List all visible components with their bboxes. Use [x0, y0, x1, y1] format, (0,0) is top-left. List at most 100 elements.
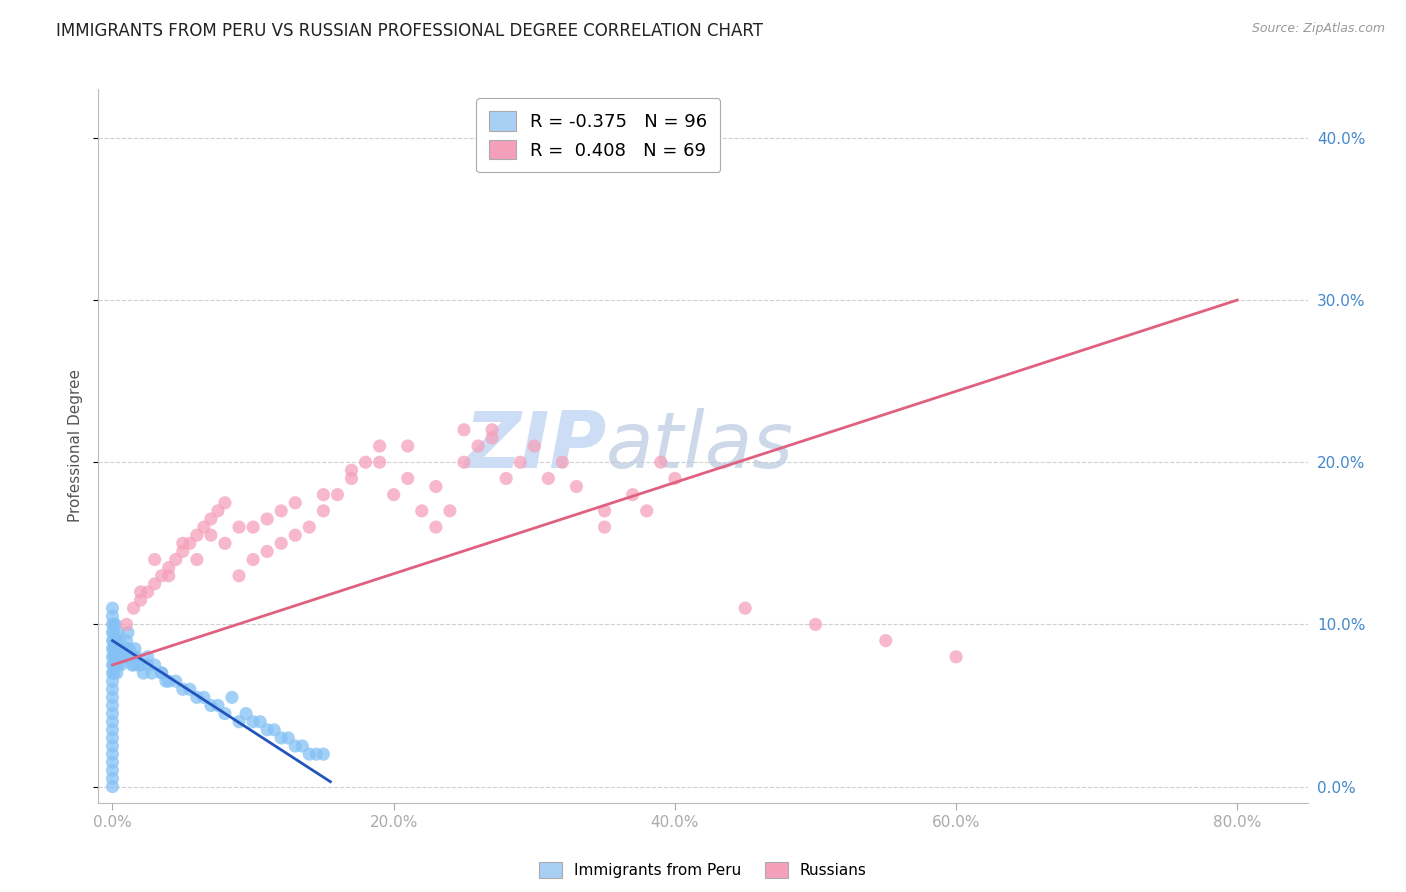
Point: [110, 657, 132, 672]
Point: [115, 641, 138, 656]
Point: [537, 471, 560, 485]
Point: [172, 682, 194, 697]
Point: [143, 577, 166, 591]
Point: [121, 657, 143, 672]
Point: [101, 625, 124, 640]
Point: [101, 617, 124, 632]
Point: [270, 731, 292, 745]
Point: [636, 504, 658, 518]
Point: [284, 496, 307, 510]
Point: [249, 714, 271, 729]
Point: [103, 649, 125, 664]
Point: [200, 698, 222, 713]
Point: [115, 633, 138, 648]
Point: [101, 772, 124, 786]
Point: [101, 649, 124, 664]
Point: [101, 690, 124, 705]
Point: [141, 666, 163, 681]
Point: [118, 641, 141, 656]
Point: [132, 666, 155, 681]
Point: [105, 641, 128, 656]
Point: [734, 601, 756, 615]
Point: [107, 625, 129, 640]
Point: [291, 739, 314, 753]
Point: [621, 488, 644, 502]
Point: [312, 747, 335, 761]
Point: [172, 544, 194, 558]
Point: [150, 666, 173, 681]
Point: [104, 617, 127, 632]
Point: [200, 512, 222, 526]
Point: [104, 633, 127, 648]
Point: [108, 649, 131, 664]
Point: [150, 666, 173, 681]
Point: [122, 649, 145, 664]
Point: [103, 625, 125, 640]
Point: [157, 560, 180, 574]
Point: [509, 455, 531, 469]
Point: [127, 657, 149, 672]
Point: [101, 739, 124, 753]
Point: [425, 479, 447, 493]
Point: [101, 714, 124, 729]
Point: [101, 633, 124, 648]
Point: [523, 439, 546, 453]
Point: [165, 674, 187, 689]
Point: [108, 633, 131, 648]
Point: [875, 633, 897, 648]
Point: [481, 431, 503, 445]
Point: [101, 747, 124, 761]
Point: [157, 674, 180, 689]
Point: [298, 747, 321, 761]
Point: [312, 504, 335, 518]
Point: [368, 455, 391, 469]
Point: [340, 471, 363, 485]
Point: [101, 641, 124, 656]
Point: [129, 585, 152, 599]
Point: [305, 747, 328, 761]
Point: [103, 657, 125, 672]
Point: [193, 690, 215, 705]
Point: [136, 649, 159, 664]
Point: [256, 512, 278, 526]
Legend: R = -0.375   N = 96, R =  0.408   N = 69: R = -0.375 N = 96, R = 0.408 N = 69: [477, 98, 720, 172]
Point: [179, 536, 201, 550]
Point: [242, 714, 264, 729]
Point: [136, 657, 159, 672]
Point: [101, 723, 124, 737]
Point: [104, 657, 127, 672]
Point: [101, 601, 124, 615]
Point: [593, 520, 616, 534]
Point: [193, 520, 215, 534]
Point: [105, 633, 128, 648]
Point: [214, 496, 236, 510]
Point: [453, 423, 475, 437]
Point: [150, 568, 173, 582]
Point: [103, 666, 125, 681]
Point: [103, 617, 125, 632]
Text: ZIP: ZIP: [464, 408, 606, 484]
Point: [207, 504, 229, 518]
Point: [101, 764, 124, 778]
Point: [284, 528, 307, 542]
Point: [143, 657, 166, 672]
Point: [129, 657, 152, 672]
Point: [326, 488, 349, 502]
Point: [122, 657, 145, 672]
Point: [115, 641, 138, 656]
Point: [103, 633, 125, 648]
Point: [551, 455, 574, 469]
Point: [256, 544, 278, 558]
Point: [368, 439, 391, 453]
Point: [122, 601, 145, 615]
Point: [664, 471, 686, 485]
Point: [155, 674, 177, 689]
Point: [495, 471, 517, 485]
Point: [411, 504, 433, 518]
Point: [124, 641, 146, 656]
Point: [172, 536, 194, 550]
Point: [214, 706, 236, 721]
Point: [207, 698, 229, 713]
Point: [107, 657, 129, 672]
Point: [101, 657, 124, 672]
